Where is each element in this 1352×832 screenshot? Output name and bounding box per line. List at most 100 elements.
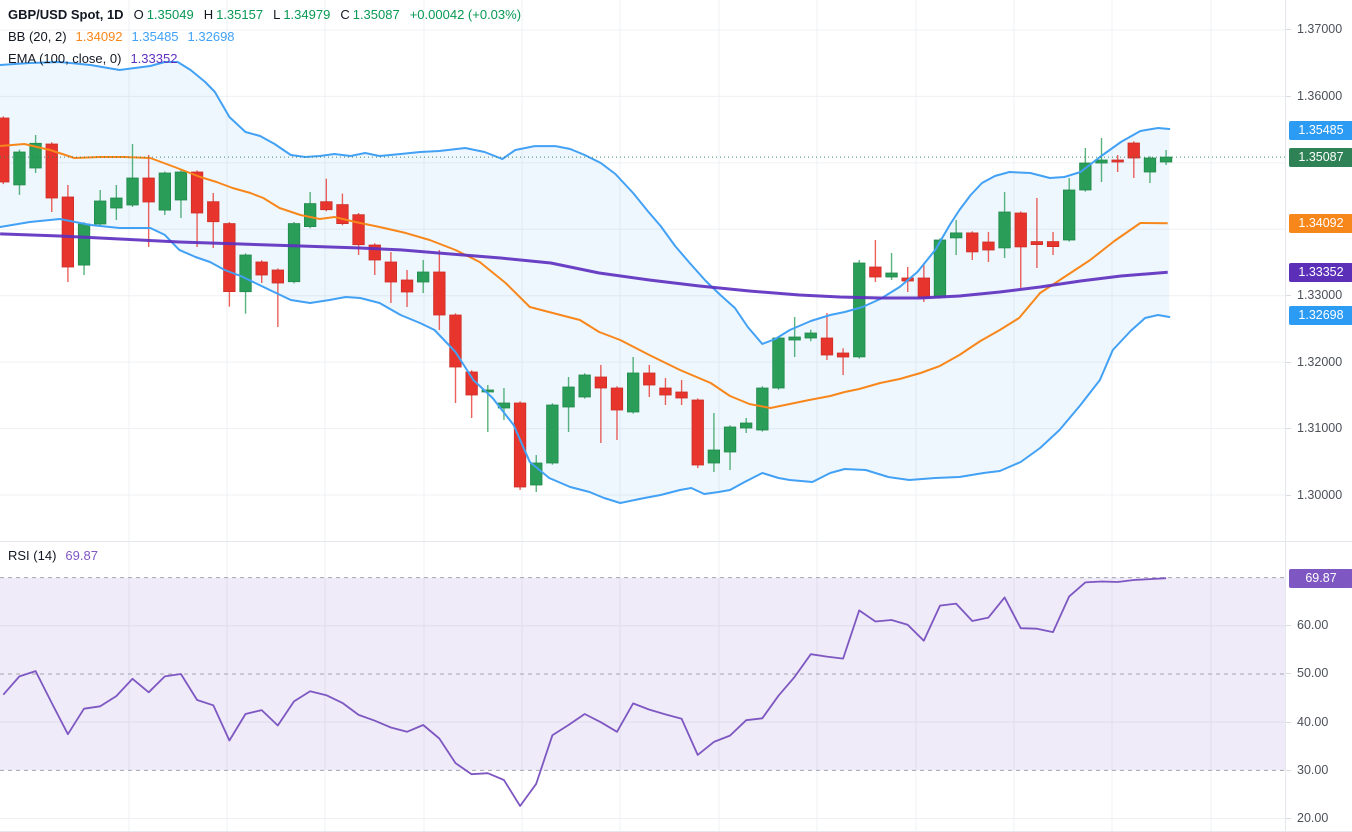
ohlc-close: C 1.35087 (340, 6, 399, 24)
candle-body (885, 272, 898, 278)
price-tick-label: 1.31000 (1297, 421, 1343, 436)
price-tick-label: 1.37000 (1297, 22, 1343, 37)
candle-body (1063, 189, 1076, 241)
axis-tickmark (1286, 29, 1291, 31)
candle-body (1030, 241, 1043, 246)
ema-indicator-label[interactable]: EMA (100, close, 0) (8, 51, 122, 66)
bb-lower-line (0, 218, 1171, 504)
candle-body (804, 332, 817, 339)
candle-body (1095, 159, 1108, 164)
price-axis[interactable]: 1.37000 1.36000 1.33000 1.32000 1.31000 1.300… (1285, 0, 1352, 832)
legend-bb-row: BB (20, 2) 1.34092 1.35485 1.32698 (8, 29, 521, 44)
candle-body (190, 171, 204, 214)
ema-value: 1.33352 (130, 51, 178, 66)
candle-body (610, 387, 624, 411)
ema-100-line (0, 232, 1168, 300)
symbol-title[interactable]: GBP/USD Spot, 1D (8, 7, 124, 22)
candle-body (174, 171, 188, 201)
candle-body (29, 142, 42, 169)
rsi-tick-label: 30.00 (1297, 762, 1329, 777)
candle-body (271, 269, 285, 284)
candle-body (869, 266, 882, 278)
candle-body (110, 197, 123, 209)
rsi-indicator-label[interactable]: RSI (14) (8, 548, 57, 563)
candle-body (1111, 159, 1124, 163)
rsi-badge: 69.87 (1289, 568, 1352, 588)
bb-lower-value: 1.32698 (187, 29, 235, 44)
axis-tickmark (1286, 361, 1291, 363)
candle-body (594, 376, 607, 389)
change-value: +0.00042 (+0.03%) (409, 7, 522, 22)
candle-body (449, 314, 462, 368)
price-tick-label: 1.33000 (1297, 288, 1343, 303)
low-label: L (273, 6, 281, 22)
candle-body (1159, 156, 1173, 163)
bb-fill-area (0, 62, 1170, 503)
candle-body (950, 232, 963, 239)
axis-tickmark (1286, 494, 1291, 496)
rsi-tick-label: 60.00 (1297, 618, 1329, 633)
candle-body (77, 223, 91, 266)
candle-body (13, 151, 26, 186)
candles-layer (0, 116, 1173, 492)
candle-body (966, 232, 979, 253)
candle-body (1014, 212, 1027, 248)
bb-upper-value: 1.35485 (131, 29, 179, 44)
bb-basis-badge: 1.34092 (1289, 213, 1352, 233)
candle-body (223, 223, 236, 293)
price-tick-label: 1.36000 (1297, 88, 1343, 103)
candle-body (352, 214, 365, 246)
axis-tickmark (1286, 818, 1291, 819)
candle-body (384, 261, 398, 283)
candle-body (400, 279, 414, 293)
candle-body (659, 387, 672, 396)
candle-body (513, 402, 527, 488)
candle-body (546, 404, 559, 464)
low-value: 1.34979 (283, 6, 331, 22)
candle-body (0, 117, 10, 183)
bb-basis-line (0, 143, 1168, 409)
candle-body (94, 200, 107, 225)
candle-body (982, 241, 995, 251)
candle-body (562, 386, 575, 408)
axis-tickmark (1286, 673, 1291, 675)
rsi-tick-label: 20.00 (1297, 811, 1329, 825)
legend-price-pane: GBP/USD Spot, 1D O 1.35049 H 1.35157 L 1.34… (8, 7, 521, 73)
candle-body (627, 372, 640, 413)
candle-body (820, 337, 834, 356)
candle-body (255, 261, 268, 276)
bb-upper-badge: 1.35485 (1289, 121, 1352, 141)
ohlc-high: H 1.35157 (204, 6, 263, 24)
candle-body (691, 399, 704, 466)
legend-symbol-row: GBP/USD Spot, 1D O 1.35049 H 1.35157 L 1.34… (8, 6, 522, 24)
rsi-value: 69.87 (65, 548, 98, 563)
candle-body (998, 211, 1011, 249)
price-tick-label: 1.32000 (1297, 354, 1343, 369)
high-label: H (203, 6, 214, 22)
candle-body (158, 172, 172, 211)
candle-body (1143, 157, 1157, 173)
bb-lower-badge: 1.32698 (1289, 306, 1352, 326)
open-value: 1.35049 (146, 6, 194, 22)
ema-badge: 1.33352 (1289, 262, 1352, 282)
axis-tickmark (1286, 95, 1291, 97)
candle-body (707, 449, 720, 464)
close-label: C (340, 6, 350, 22)
legend-rsi-row: RSI (14) 69.87 (8, 548, 98, 563)
axis-tickmark (1286, 769, 1291, 771)
candle-body (336, 204, 349, 225)
legend-rsi-pane: RSI (14) 69.87 (8, 548, 98, 570)
candle-body (756, 387, 769, 431)
bb-indicator-label[interactable]: BB (20, 2) (8, 29, 67, 44)
open-label: O (133, 6, 144, 22)
close-value: 1.35087 (352, 6, 400, 22)
candle-body (578, 374, 591, 398)
bb-basis-value: 1.34092 (75, 29, 123, 44)
candle-body (772, 337, 785, 389)
candle-body (45, 143, 58, 199)
rsi-tick-label: 40.00 (1297, 714, 1329, 729)
candle-body (126, 177, 139, 206)
bb-upper-line (0, 61, 1171, 345)
